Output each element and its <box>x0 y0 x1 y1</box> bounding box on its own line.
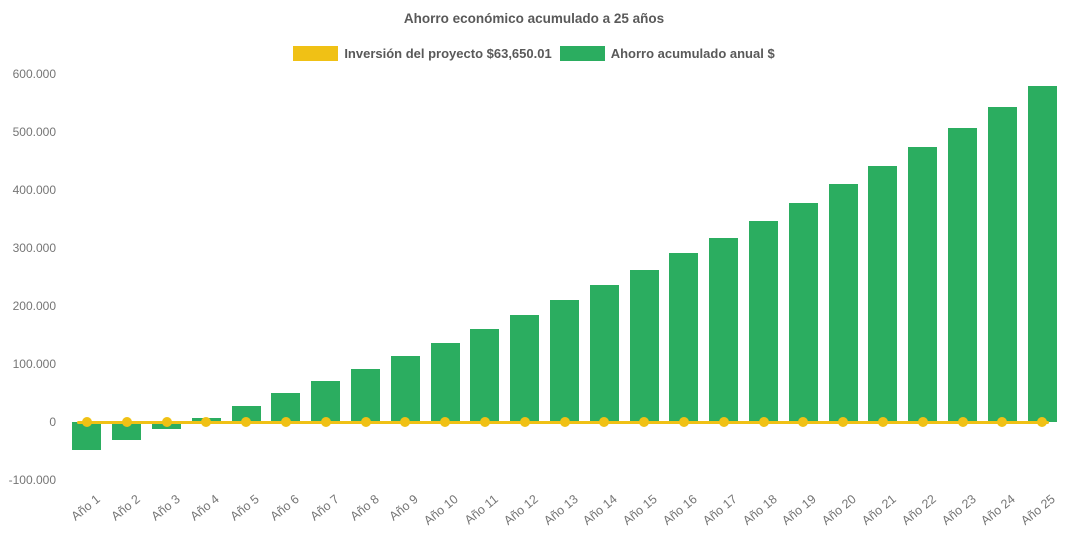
x-tick-label-año-10: Año 10 <box>421 492 461 528</box>
investment-line-marker[interactable] <box>718 417 729 427</box>
x-tick-label-año-11: Año 11 <box>461 492 501 528</box>
bar-año-21[interactable] <box>868 166 898 422</box>
investment-line-marker[interactable] <box>519 417 530 427</box>
legend-item-inversion[interactable]: Inversión del proyecto $63,650.01 <box>293 46 552 61</box>
investment-line-marker[interactable] <box>599 417 610 427</box>
chart-legend: Inversión del proyecto $63,650.01 Ahorro … <box>0 46 1068 61</box>
investment-line-marker[interactable] <box>201 417 212 427</box>
x-tick-label-año-3: Año 3 <box>148 492 183 524</box>
y-tick-label: 600.000 <box>12 67 56 81</box>
investment-line-marker[interactable] <box>1037 417 1048 427</box>
x-tick-label-año-24: Año 24 <box>978 492 1019 528</box>
bar-año-25[interactable] <box>1027 86 1057 422</box>
investment-line-marker[interactable] <box>81 417 92 427</box>
y-tick-label: -100.000 <box>8 473 56 487</box>
x-tick-label-año-13: Año 13 <box>540 492 581 528</box>
x-tick-label-año-1: Año 1 <box>68 492 103 524</box>
y-tick-label: 500.000 <box>12 125 56 139</box>
bar-año-5[interactable] <box>231 405 261 422</box>
x-tick-label-año-4: Año 4 <box>187 492 223 524</box>
bar-año-7[interactable] <box>311 380 341 422</box>
legend-label: Inversión del proyecto $63,650.01 <box>344 46 552 61</box>
investment-line-marker[interactable] <box>877 417 888 427</box>
legend-item-ahorro[interactable]: Ahorro acumulado anual $ <box>559 46 775 61</box>
bar-año-19[interactable] <box>788 202 818 422</box>
bar-año-23[interactable] <box>948 127 977 422</box>
x-tick-label-año-14: Año 14 <box>580 492 621 528</box>
x-tick-label-año-16: Año 16 <box>660 492 700 528</box>
x-tick-label-año-5: Año 5 <box>227 492 262 524</box>
x-tick-label-año-21: Año 21 <box>859 492 899 528</box>
bar-año-20[interactable] <box>828 184 858 422</box>
x-axis: Año 1 Año 2 Año 3 Año 4 Año 5 Año 6 Año 7 Año 8… <box>67 492 1062 533</box>
bar-año-24[interactable] <box>987 107 1017 422</box>
plot-area <box>67 74 1062 480</box>
x-tick-label-año-2: Año 2 <box>108 492 143 524</box>
bar-año-16[interactable] <box>669 252 699 422</box>
investment-line-marker[interactable] <box>121 417 132 427</box>
bar-año-10[interactable] <box>430 342 460 422</box>
x-tick-label-año-7: Año 7 <box>307 492 342 524</box>
x-tick-label-año-18: Año 18 <box>739 492 780 528</box>
investment-line-marker[interactable] <box>320 417 331 427</box>
x-tick-label-año-9: Año 9 <box>386 492 422 524</box>
chart-title: Ahorro económico acumulado a 25 años <box>403 11 665 26</box>
investment-line-marker[interactable] <box>161 417 172 427</box>
x-tick-label-año-25: Año 25 <box>1018 492 1058 528</box>
legend-label: Ahorro acumulado anual $ <box>610 46 775 61</box>
legend-swatch-icon <box>293 46 339 61</box>
bar-año-14[interactable] <box>589 285 619 422</box>
investment-line-marker[interactable] <box>838 417 849 427</box>
bar-año-8[interactable] <box>351 368 380 422</box>
y-tick-label: 400.000 <box>12 183 56 197</box>
y-axis: 600.000 500.000 400.000 300.000 200.000 100.0… <box>0 67 56 487</box>
x-tick-label-año-12: Año 12 <box>500 492 541 528</box>
investment-line-marker[interactable] <box>798 417 809 427</box>
legend-swatch-icon <box>559 46 605 61</box>
y-tick-label: 300.000 <box>12 241 56 255</box>
bar-año-17[interactable] <box>709 237 739 422</box>
x-tick-label-año-8: Año 8 <box>347 492 382 524</box>
investment-line-marker[interactable] <box>280 417 291 427</box>
investment-line-marker[interactable] <box>639 417 650 427</box>
bar-año-11[interactable] <box>470 328 500 422</box>
investment-line-marker[interactable] <box>440 417 451 427</box>
investment-line-marker[interactable] <box>997 417 1008 427</box>
x-tick-label-año-23: Año 23 <box>938 492 979 528</box>
bar-año-15[interactable] <box>629 269 659 422</box>
bar-año-9[interactable] <box>390 356 420 422</box>
y-tick-label: 0 <box>49 415 56 429</box>
bar-año-13[interactable] <box>550 300 579 422</box>
investment-line-marker[interactable] <box>559 417 570 427</box>
investment-line-marker[interactable] <box>400 417 411 427</box>
investment-line-marker[interactable] <box>957 417 968 427</box>
y-tick-label: 200.000 <box>12 299 56 313</box>
investment-line-marker[interactable] <box>758 417 769 427</box>
investment-line-marker[interactable] <box>479 417 490 427</box>
bar-año-18[interactable] <box>749 221 778 422</box>
x-tick-label-año-17: Año 17 <box>699 492 740 528</box>
bar-año-12[interactable] <box>510 314 540 422</box>
investment-line-marker[interactable] <box>678 417 689 427</box>
x-tick-label-año-15: Año 15 <box>620 492 660 528</box>
x-tick-label-año-19: Año 19 <box>779 492 820 528</box>
investment-line-marker[interactable] <box>917 417 928 427</box>
y-tick-label: 100.000 <box>12 357 56 371</box>
investment-line-marker[interactable] <box>360 417 371 427</box>
x-tick-label-año-22: Año 22 <box>898 492 939 528</box>
x-tick-label-año-6: Año 6 <box>267 492 302 524</box>
x-tick-label-año-20: Año 20 <box>819 492 859 528</box>
bar-año-2[interactable] <box>112 422 142 440</box>
bar-año-22[interactable] <box>908 147 938 422</box>
investment-line-marker[interactable] <box>241 417 252 427</box>
